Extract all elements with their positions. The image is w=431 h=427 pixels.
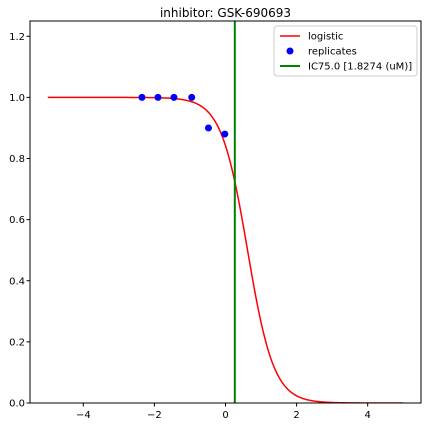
x-tick-label: −4	[76, 410, 91, 421]
y-tick-label: 0.8	[9, 154, 25, 165]
legend-label-replicates: replicates	[308, 47, 357, 58]
x-axis: −4 −2 0 2 4	[76, 403, 371, 421]
y-tick-label: 1.2	[9, 32, 25, 43]
replicate-point	[154, 93, 162, 101]
legend-label-ic75: IC75.0 [1.8274 (uM)]	[308, 62, 412, 73]
replicate-point	[188, 93, 196, 101]
replicate-point	[170, 93, 178, 101]
y-axis: 0.0 0.2 0.4 0.6 0.8 1.0 1.2	[9, 32, 30, 410]
legend: logistic replicates IC75.0 [1.8274 (uM)]	[273, 25, 418, 77]
legend-box	[273, 25, 418, 77]
replicate-point	[204, 124, 212, 132]
replicate-point	[221, 130, 229, 138]
x-tick-label: 4	[364, 410, 370, 421]
y-tick-label: 0.2	[9, 337, 25, 348]
x-tick-label: 0	[222, 410, 228, 421]
y-tick-label: 0.0	[9, 399, 25, 410]
y-tick-label: 1.0	[9, 93, 25, 104]
legend-label-logistic: logistic	[308, 32, 343, 43]
y-tick-label: 0.6	[9, 215, 25, 226]
x-tick-label: −2	[147, 410, 162, 421]
y-tick-label: 0.4	[9, 276, 25, 287]
x-tick-label: 2	[293, 410, 299, 421]
replicate-points	[138, 93, 229, 138]
chart-title: inhibitor: GSK-690693	[160, 6, 291, 20]
replicate-point	[138, 93, 146, 101]
legend-swatch-replicates	[286, 47, 294, 55]
